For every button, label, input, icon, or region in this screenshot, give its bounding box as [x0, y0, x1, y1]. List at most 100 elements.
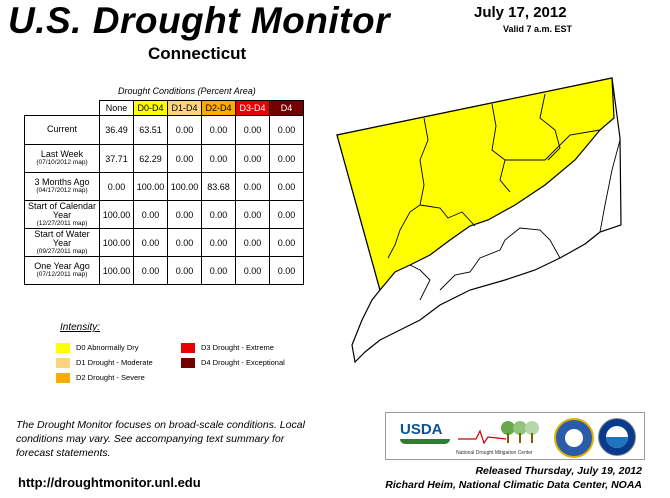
table-cell: 0.00	[235, 200, 270, 229]
row-label: Current	[24, 115, 100, 145]
table-cell: 0.00	[269, 228, 304, 257]
row-label-text: Last Week	[40, 149, 84, 160]
row-label-map-date: (07/10/2012 map)	[36, 158, 88, 166]
table-cell: 0.00	[269, 200, 304, 229]
table-cell: 0.00	[235, 115, 270, 145]
usda-logo-text: USDA	[400, 421, 443, 438]
table-cell: 0.00	[235, 144, 270, 173]
col-header-d3-d4: D3-D4	[235, 100, 270, 116]
col-header-d4: D4	[269, 100, 304, 116]
table-row: Current 36.49 63.51 0.00 0.00 0.00 0.00	[24, 115, 304, 145]
table-cell: 0.00	[235, 172, 270, 201]
table-cell: 0.00	[235, 228, 270, 257]
connecticut-map	[336, 77, 622, 364]
table-cell: 0.00	[133, 228, 168, 257]
drought-conditions-table: None D0-D4 D1-D4 D2-D4 D3-D4 D4 Current 3…	[24, 100, 304, 285]
map-title: U.S. Drought Monitor	[8, 0, 390, 41]
table-cell: 100.00	[167, 172, 202, 201]
release-info: Released Thursday, July 19, 2012 Richard…	[362, 464, 642, 492]
legend-label-d4: D4 Drought - Exceptional	[201, 358, 285, 367]
table-cell: 0.00	[269, 256, 304, 285]
legend-item-d2: D2 Drought - Severe	[56, 373, 145, 384]
row-label-map-date: (09/27/2011 map)	[36, 247, 88, 255]
legend-item-d3: D3 Drought - Extreme	[181, 343, 274, 354]
table-cell: 0.00	[269, 172, 304, 201]
disclaimer-note: The Drought Monitor focuses on broad-sca…	[16, 419, 305, 459]
table-row: Start of Calendar Year (12/27/2011 map) 10…	[24, 200, 304, 229]
legend-label-d1: D1 Drought - Moderate	[76, 358, 153, 367]
row-label-text: One Year Ago	[34, 261, 90, 272]
legend-swatch-d3	[181, 343, 195, 354]
table-cell: 0.00	[133, 200, 168, 229]
table-cell: 100.00	[99, 200, 134, 229]
legend-label-d3: D3 Drought - Extreme	[201, 343, 274, 352]
table-cell: 36.49	[99, 115, 134, 145]
table-row: 3 Months Ago (04/17/2012 map) 0.00 100.00 10…	[24, 172, 304, 201]
table-cell: 100.00	[133, 172, 168, 201]
release-author: Richard Heim, National Climatic Data Cen…	[385, 479, 642, 491]
col-header-none: None	[99, 100, 134, 116]
legend-swatch-d2	[56, 373, 70, 384]
d0-region	[336, 77, 615, 292]
legend-label-d0: D0 Abnormally Dry	[76, 343, 139, 352]
legend-item-d4: D4 Drought - Exceptional	[181, 358, 285, 369]
row-label: One Year Ago (07/12/2011 map)	[24, 256, 100, 285]
table-cell: 0.00	[235, 256, 270, 285]
table-corner	[25, 101, 100, 116]
table-cell: 0.00	[269, 115, 304, 145]
noaa-logo-icon	[598, 418, 636, 456]
table-cell: 83.68	[201, 172, 236, 201]
partner-logos: USDA National Drought Mitigation Center	[385, 412, 645, 460]
col-header-d2-d4: D2-D4	[201, 100, 236, 116]
release-date: Released Thursday, July 19, 2012	[475, 465, 642, 477]
row-label: Last Week (07/10/2012 map)	[24, 144, 100, 173]
table-cell: 0.00	[269, 144, 304, 173]
commerce-seal-icon	[554, 418, 594, 458]
table-cell: 62.29	[133, 144, 168, 173]
table-cell: 100.00	[99, 228, 134, 257]
row-label: Start of Water Year (09/27/2011 map)	[24, 228, 100, 257]
ndmc-tree-icon	[458, 421, 539, 445]
table-cell: 100.00	[99, 256, 134, 285]
row-label-text: 3 Months Ago	[34, 177, 90, 188]
table-row: Last Week (07/10/2012 map) 37.71 62.29 0.00 0…	[24, 144, 304, 173]
table-cell: 37.71	[99, 144, 134, 173]
website-link[interactable]: http://droughtmonitor.unl.edu	[18, 475, 201, 490]
legend-item-d0: D0 Abnormally Dry	[56, 343, 139, 354]
table-cell: 0.00	[167, 144, 202, 173]
valid-time: Valid 7 a.m. EST	[503, 24, 573, 34]
row-label-map-date: (07/12/2011 map)	[36, 270, 88, 278]
table-cell: 0.00	[167, 115, 202, 145]
table-header-row: None D0-D4 D1-D4 D2-D4 D3-D4 D4	[25, 100, 304, 116]
table-cell: 0.00	[99, 172, 134, 201]
legend-swatch-d1	[56, 358, 70, 369]
table-cell: 63.51	[133, 115, 168, 145]
table-caption: Drought Conditions (Percent Area)	[118, 86, 256, 96]
legend-swatch-d0	[56, 343, 70, 354]
col-header-d0-d4: D0-D4	[133, 100, 168, 116]
row-label-text: Current	[46, 124, 77, 135]
state-name: Connecticut	[148, 44, 247, 63]
map-date: July 17, 2012	[474, 4, 567, 21]
legend-title: Intensity:	[60, 322, 101, 333]
table-cell: 0.00	[201, 200, 236, 229]
table-cell: 0.00	[167, 200, 202, 229]
col-header-d1-d4: D1-D4	[167, 100, 202, 116]
table-cell: 0.00	[201, 144, 236, 173]
county-lines	[387, 93, 621, 301]
table-cell: 0.00	[201, 228, 236, 257]
table-cell: 0.00	[133, 256, 168, 285]
table-row: One Year Ago (07/12/2011 map) 100.00 0.00 0.…	[24, 256, 304, 285]
table-row: Start of Water Year (09/27/2011 map) 100.0…	[24, 228, 304, 257]
row-label-text: Start of Water Year	[34, 228, 90, 249]
row-label-map-date: (04/17/2012 map)	[36, 186, 88, 194]
legend-swatch-d4	[181, 358, 195, 369]
row-label: Start of Calendar Year (12/27/2011 map)	[24, 200, 100, 229]
table-cell: 0.00	[167, 256, 202, 285]
usda-logo: USDA	[400, 421, 450, 447]
table-cell: 0.00	[201, 115, 236, 145]
ndmc-logo-text: National Drought Mitigation Center	[456, 450, 533, 456]
row-label-text: Start of Calendar Year	[27, 200, 97, 221]
legend-item-d1: D1 Drought - Moderate	[56, 358, 153, 369]
table-cell: 0.00	[167, 228, 202, 257]
